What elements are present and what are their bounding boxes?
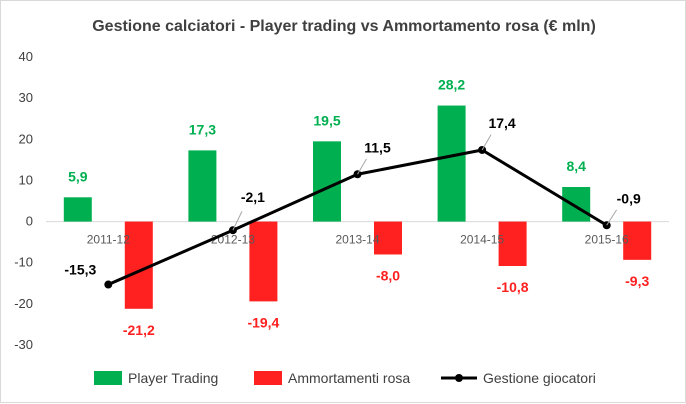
player-trading-data-label: 5,9 bbox=[68, 168, 88, 184]
ammortamenti-rosa-data-label: -21,2 bbox=[123, 322, 155, 338]
player-trading-bar bbox=[313, 141, 341, 222]
y-axis: 40 30 20 10 0 -10 -20 -30 bbox=[14, 49, 33, 352]
category-labels: 2011-12 2012-13 2013-14 2014-15 2015-16 bbox=[87, 233, 629, 247]
gestione-giocatori-point bbox=[104, 280, 113, 289]
y-tick-label: 30 bbox=[19, 90, 33, 105]
ammortamenti-rosa-bar bbox=[498, 221, 527, 267]
ammortamenti-rosa-bar bbox=[623, 221, 652, 260]
legend-label-player-trading: Player Trading bbox=[128, 370, 218, 386]
data-label-leader-line bbox=[606, 209, 618, 226]
category-label: 2012-13 bbox=[211, 233, 255, 247]
ammortamenti-rosa-data-label: -8,0 bbox=[376, 267, 400, 283]
data-label-leader-line bbox=[481, 134, 492, 151]
y-tick-label: -10 bbox=[14, 255, 33, 270]
ammortamenti-rosa-bar bbox=[374, 221, 402, 255]
legend: Player Trading Ammortamenti rosa Gestione … bbox=[94, 370, 596, 386]
data-label-leader-line bbox=[357, 158, 367, 175]
gestione-giocatori-data-label: 17,4 bbox=[488, 115, 515, 131]
data-labels: 5,9 17,3 19,5 28,2 8,4 -21,2 -19,4 -8,0 -10,8 -9,… bbox=[64, 77, 649, 338]
ammortamenti-rosa-data-label: -10,8 bbox=[497, 279, 529, 295]
y-tick-label: 20 bbox=[19, 131, 33, 146]
category-label: 2015-16 bbox=[585, 233, 629, 247]
y-tick-label: 10 bbox=[19, 172, 33, 187]
legend-swatch-ammortamenti-rosa bbox=[254, 371, 282, 385]
y-tick-label: 0 bbox=[26, 214, 33, 229]
player-trading-bar bbox=[562, 187, 591, 222]
gestione-giocatori-line bbox=[107, 148, 608, 286]
gestione-giocatori-data-label: -15,3 bbox=[64, 262, 96, 278]
y-tick-label: -30 bbox=[14, 337, 33, 352]
gestione-giocatori-data-label: -0,9 bbox=[617, 190, 641, 206]
ammortamenti-rosa-series bbox=[124, 221, 652, 309]
category-label: 2011-12 bbox=[87, 233, 130, 247]
ammortamenti-rosa-bar bbox=[249, 221, 278, 302]
player-trading-bar bbox=[63, 197, 92, 222]
player-trading-bar bbox=[437, 105, 466, 222]
legend-label-gestione-giocatori: Gestione giocatori bbox=[483, 370, 596, 386]
data-label-leader-line bbox=[232, 211, 243, 231]
ammortamenti-rosa-bar bbox=[124, 221, 153, 309]
y-tick-label: -20 bbox=[14, 296, 33, 311]
player-trading-data-label: 19,5 bbox=[313, 112, 340, 128]
gestione-giocatori-data-label: -2,1 bbox=[241, 189, 265, 205]
legend-swatch-player-trading bbox=[94, 371, 122, 385]
category-label: 2013-14 bbox=[335, 233, 379, 247]
player-trading-data-label: 17,3 bbox=[189, 121, 216, 137]
player-trading-data-label: 8,4 bbox=[566, 158, 586, 174]
player-trading-bar bbox=[188, 150, 217, 222]
chart-title: Gestione calciatori - Player trading vs … bbox=[92, 18, 596, 35]
gestione-giocatori-series bbox=[104, 145, 611, 289]
category-label: 2014-15 bbox=[460, 233, 504, 247]
legend-marker-gestione-giocatori bbox=[455, 374, 463, 382]
player-trading-data-label: 28,2 bbox=[438, 77, 465, 93]
player-trading-series bbox=[63, 105, 591, 222]
gestione-giocatori-data-label: 11,5 bbox=[364, 139, 391, 155]
y-tick-label: 40 bbox=[19, 49, 33, 64]
ammortamenti-rosa-data-label: -9,3 bbox=[625, 273, 649, 289]
ammortamenti-rosa-data-label: -19,4 bbox=[247, 314, 279, 330]
legend-label-ammortamenti-rosa: Ammortamenti rosa bbox=[288, 370, 410, 386]
